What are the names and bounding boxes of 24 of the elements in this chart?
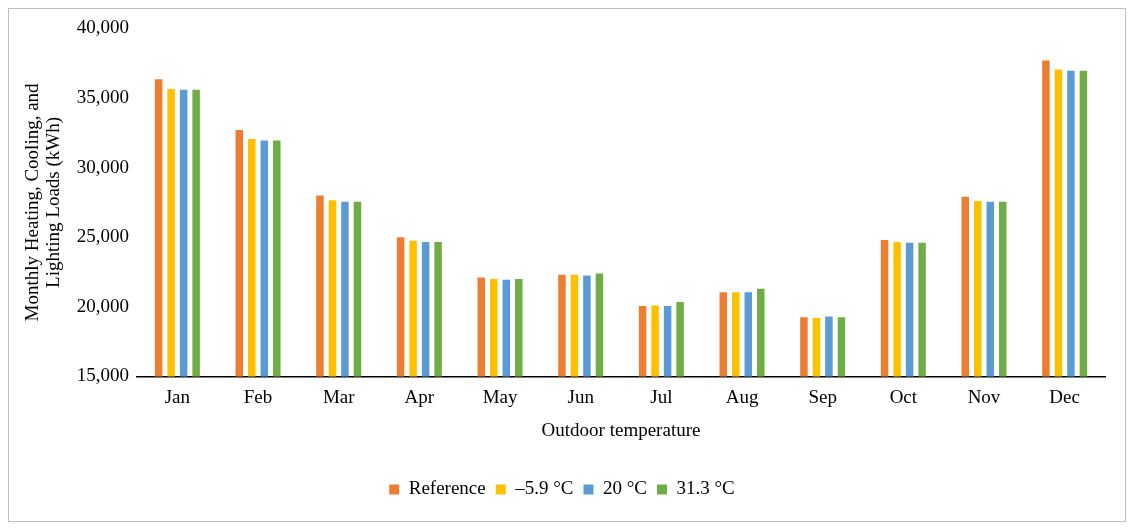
x-tick-label: Dec	[1049, 385, 1080, 407]
legend-label: Reference	[408, 477, 486, 499]
x-tick-label: Mar	[322, 385, 356, 407]
y-tick-label: 20,000	[76, 294, 130, 316]
x-tick-label: Jan	[164, 385, 191, 407]
x-tick-label: May	[482, 385, 518, 407]
y-tick-label: 25,000	[76, 225, 130, 247]
x-tick-label: Feb	[243, 385, 273, 407]
legend-label: –5.9 °C	[514, 477, 574, 499]
y-tick-label: 35,000	[76, 85, 130, 107]
x-tick-label: Jun	[567, 385, 595, 407]
y-axis-title: Monthly Heating, Cooling, and Lighting Loads (kWh)	[21, 82, 65, 322]
legend-label: 20 °C	[602, 477, 648, 499]
y-tick-label: 30,000	[76, 155, 130, 177]
y-tick-label: 40,000	[76, 16, 130, 38]
x-tick-label: Sep	[808, 385, 837, 407]
x-tick-label: Aug	[725, 385, 759, 407]
x-tick-label: Jul	[650, 385, 673, 407]
x-tick-label: Oct	[889, 385, 918, 407]
x-tick-label: Apr	[404, 385, 435, 407]
legend-label: 31.3 °C	[676, 477, 735, 499]
y-tick-label: 15,000	[76, 364, 130, 386]
x-tick-label: Nov	[967, 385, 1001, 407]
x-axis-title: Outdoor temperature	[541, 418, 701, 440]
